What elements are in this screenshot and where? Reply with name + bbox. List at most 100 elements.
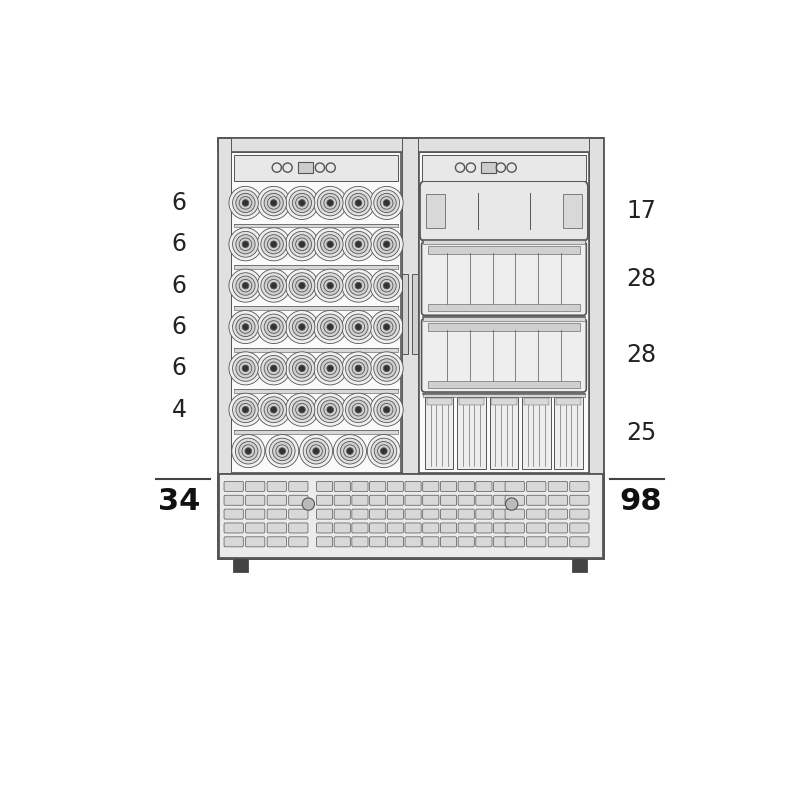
FancyBboxPatch shape: [317, 482, 333, 491]
Circle shape: [286, 393, 318, 426]
Circle shape: [342, 352, 375, 385]
Circle shape: [292, 234, 311, 254]
Circle shape: [233, 231, 258, 257]
Bar: [234, 306, 398, 310]
Bar: [523, 398, 549, 406]
FancyBboxPatch shape: [224, 495, 243, 506]
Circle shape: [286, 310, 318, 343]
Bar: [231, 152, 401, 474]
Bar: [428, 304, 580, 311]
Circle shape: [374, 397, 399, 422]
FancyBboxPatch shape: [387, 509, 403, 519]
Text: 34: 34: [158, 486, 200, 515]
Circle shape: [270, 365, 277, 372]
FancyBboxPatch shape: [476, 523, 492, 533]
Circle shape: [318, 273, 343, 298]
Bar: [522, 397, 550, 469]
Circle shape: [229, 186, 262, 219]
Circle shape: [298, 365, 306, 372]
FancyBboxPatch shape: [267, 482, 286, 491]
FancyBboxPatch shape: [570, 482, 589, 491]
FancyBboxPatch shape: [317, 509, 333, 519]
Circle shape: [327, 282, 334, 289]
Circle shape: [355, 406, 362, 413]
Circle shape: [318, 314, 343, 340]
Bar: [234, 154, 398, 181]
Bar: [459, 398, 484, 406]
Circle shape: [236, 234, 255, 254]
Circle shape: [242, 282, 249, 289]
Circle shape: [229, 352, 262, 385]
Circle shape: [286, 352, 318, 385]
Circle shape: [370, 352, 403, 385]
Bar: [426, 398, 452, 406]
Circle shape: [289, 355, 315, 382]
Circle shape: [261, 273, 286, 298]
Text: 6: 6: [171, 232, 186, 256]
Circle shape: [236, 318, 255, 337]
Circle shape: [314, 228, 346, 261]
Circle shape: [349, 318, 368, 337]
Circle shape: [298, 324, 306, 330]
FancyBboxPatch shape: [334, 537, 350, 547]
Bar: [218, 474, 602, 558]
Bar: [428, 323, 580, 331]
Circle shape: [318, 355, 343, 382]
Bar: [458, 397, 486, 469]
FancyBboxPatch shape: [370, 495, 386, 506]
Circle shape: [377, 318, 396, 337]
Bar: [234, 265, 398, 269]
Circle shape: [383, 365, 390, 372]
Circle shape: [346, 273, 371, 298]
Circle shape: [383, 200, 390, 206]
Circle shape: [355, 241, 362, 247]
Circle shape: [377, 358, 396, 378]
Circle shape: [292, 318, 311, 337]
FancyBboxPatch shape: [570, 509, 589, 519]
Circle shape: [233, 273, 258, 298]
FancyBboxPatch shape: [352, 537, 368, 547]
FancyBboxPatch shape: [476, 537, 492, 547]
FancyBboxPatch shape: [441, 495, 457, 506]
FancyBboxPatch shape: [405, 509, 421, 519]
FancyBboxPatch shape: [494, 523, 510, 533]
Circle shape: [377, 234, 396, 254]
Bar: [425, 397, 454, 469]
Circle shape: [314, 352, 346, 385]
Circle shape: [292, 276, 311, 295]
Text: 6: 6: [171, 274, 186, 298]
Circle shape: [321, 318, 340, 337]
Circle shape: [229, 310, 262, 343]
Circle shape: [242, 406, 249, 413]
Circle shape: [349, 194, 368, 213]
Circle shape: [286, 186, 318, 219]
FancyBboxPatch shape: [405, 537, 421, 547]
FancyBboxPatch shape: [334, 509, 350, 519]
Circle shape: [346, 355, 371, 382]
FancyBboxPatch shape: [352, 482, 368, 491]
FancyBboxPatch shape: [570, 495, 589, 506]
Circle shape: [318, 397, 343, 422]
Text: 6: 6: [171, 356, 186, 380]
Circle shape: [374, 231, 399, 257]
Circle shape: [314, 393, 346, 426]
Bar: [481, 162, 496, 173]
FancyBboxPatch shape: [494, 495, 510, 506]
FancyBboxPatch shape: [441, 482, 457, 491]
FancyBboxPatch shape: [570, 523, 589, 533]
Text: 4: 4: [171, 398, 186, 422]
Circle shape: [289, 190, 315, 216]
FancyBboxPatch shape: [422, 495, 439, 506]
Circle shape: [374, 273, 399, 298]
Circle shape: [355, 282, 362, 289]
FancyBboxPatch shape: [441, 523, 457, 533]
Bar: [490, 397, 518, 469]
Circle shape: [355, 324, 362, 330]
FancyBboxPatch shape: [405, 495, 421, 506]
Circle shape: [506, 498, 518, 510]
Circle shape: [327, 241, 334, 247]
Circle shape: [286, 228, 318, 261]
FancyBboxPatch shape: [441, 509, 457, 519]
FancyBboxPatch shape: [570, 537, 589, 547]
FancyBboxPatch shape: [526, 495, 546, 506]
